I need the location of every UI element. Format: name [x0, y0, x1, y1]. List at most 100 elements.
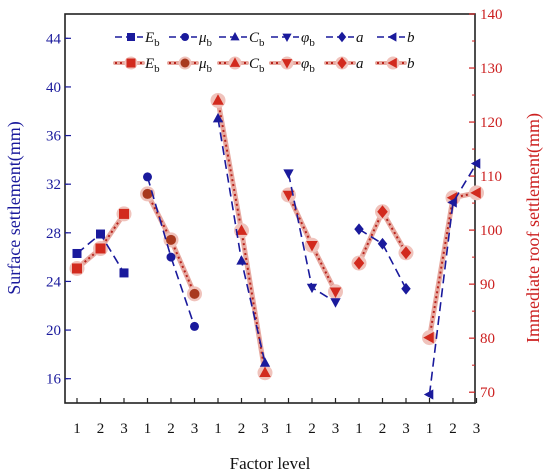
surface-data-point	[470, 158, 481, 169]
x-tick-label: 2	[167, 421, 175, 437]
legend-marker	[388, 32, 397, 42]
legend-label-sub: b	[207, 37, 213, 49]
roof-data-point	[259, 366, 271, 377]
legend-marker	[337, 31, 347, 43]
left-y-tick-label: 40	[46, 80, 61, 96]
right-y-tick-label: 100	[480, 223, 503, 239]
legend-item: Eb	[113, 56, 160, 75]
legend-label-main: b	[407, 56, 415, 72]
surface-data-point	[306, 283, 318, 294]
left-y-tick-label: 28	[46, 226, 61, 242]
legend-label-sub: b	[154, 37, 160, 49]
right-y-tick-label: 120	[480, 115, 503, 131]
surface-data-point	[447, 197, 457, 208]
legend-label-main: a	[356, 56, 364, 72]
legend-item: μb	[169, 30, 213, 49]
x-tick-label: 3	[261, 421, 269, 437]
legend-label: Cb	[249, 56, 265, 75]
legend-item: a	[326, 30, 364, 46]
legend-item: φb	[269, 56, 315, 75]
legend-marker	[180, 58, 190, 68]
surface-series-line	[428, 163, 478, 395]
roof-series-line	[356, 209, 409, 266]
x-tick-label: 2	[97, 421, 105, 437]
legend-item: b	[377, 30, 415, 46]
roof-series-line	[428, 191, 477, 338]
surface-data-point	[330, 298, 341, 308]
legend-label: Eb	[144, 30, 160, 49]
right-y-tick-label: 140	[480, 7, 503, 23]
legend-label-main: a	[356, 30, 364, 46]
surface-data-point	[212, 112, 224, 123]
legend-label-main: μ	[198, 56, 207, 72]
legend-label: a	[356, 30, 364, 46]
legend-label: μb	[198, 30, 213, 49]
surface-data-point	[259, 357, 271, 367]
right-y-tick-label: 80	[480, 331, 495, 347]
surface-data-point	[283, 169, 294, 179]
x-tick-label: 3	[402, 421, 410, 437]
surface-data-point	[354, 223, 364, 236]
legend-item: φb	[271, 30, 315, 49]
legend-marker	[126, 58, 136, 68]
x-tick-label: 3	[473, 421, 481, 437]
surface-data-point	[119, 268, 129, 278]
left-y-tick-label: 32	[46, 177, 61, 193]
legend-label: μb	[198, 56, 213, 75]
roof-data-point	[282, 190, 295, 202]
roof-data-point	[353, 256, 365, 270]
surface-data-point	[143, 172, 152, 182]
roof-series-line	[427, 190, 479, 341]
left-axis-label: Surface settlement(mm)	[4, 121, 25, 294]
x-axis-label: Factor level	[230, 454, 311, 473]
left-y-tick-label: 20	[46, 323, 61, 339]
left-y-tick-label: 16	[46, 372, 62, 388]
legend-label: b	[407, 56, 415, 72]
left-y-tick-label: 24	[46, 274, 62, 290]
roof-data-point	[72, 263, 82, 274]
roof-data-point	[423, 331, 434, 344]
roof-data-point	[212, 94, 224, 105]
surface-data-point	[96, 229, 105, 239]
legend-item: Cb	[219, 30, 265, 49]
legend-label-sub: b	[259, 37, 265, 49]
legend-marker	[230, 32, 240, 41]
x-tick-label: 1	[73, 421, 81, 437]
legend-marker	[281, 59, 293, 69]
x-tick-label: 1	[144, 421, 152, 437]
roof-data-point	[235, 224, 248, 235]
legend-label-main: C	[249, 30, 260, 46]
legend-label: b	[407, 30, 415, 46]
plot-content: 1 2 3 1 2 3 1 2 3 1 2 3 1 2 3 1 2 31620242832364044708090…	[46, 7, 503, 437]
legend-label-sub: b	[154, 63, 160, 75]
legend-label-main: μ	[198, 30, 207, 46]
left-y-tick-label: 44	[46, 31, 62, 47]
legend-marker	[229, 57, 241, 67]
x-tick-label: 2	[449, 421, 457, 437]
legend-marker	[127, 33, 135, 41]
roof-data-point	[166, 234, 176, 245]
surface-data-point	[166, 252, 176, 262]
x-tick-label: 3	[191, 421, 199, 437]
legend-item: μb	[167, 56, 213, 75]
x-tick-label: 1	[426, 421, 434, 437]
legend-item: a	[324, 56, 364, 72]
legend-label: Eb	[144, 56, 160, 75]
surface-data-point	[72, 248, 82, 258]
roof-data-point	[400, 246, 412, 260]
legend-label: a	[356, 56, 364, 72]
surface-data-point	[401, 282, 411, 295]
surface-data-point	[190, 321, 199, 331]
x-tick-label: 1	[285, 421, 293, 437]
roof-data-point	[306, 240, 318, 252]
legend-marker	[282, 33, 292, 42]
x-tick-label: 2	[308, 421, 316, 437]
surface-data-point	[236, 255, 247, 265]
roof-data-point	[377, 205, 388, 219]
legend-marker	[337, 57, 347, 69]
legend-item: Cb	[217, 56, 265, 75]
x-tick-label: 1	[214, 421, 222, 437]
roof-data-point	[142, 188, 153, 199]
x-tick-label: 3	[332, 421, 340, 437]
legend-label-sub: b	[309, 37, 315, 49]
